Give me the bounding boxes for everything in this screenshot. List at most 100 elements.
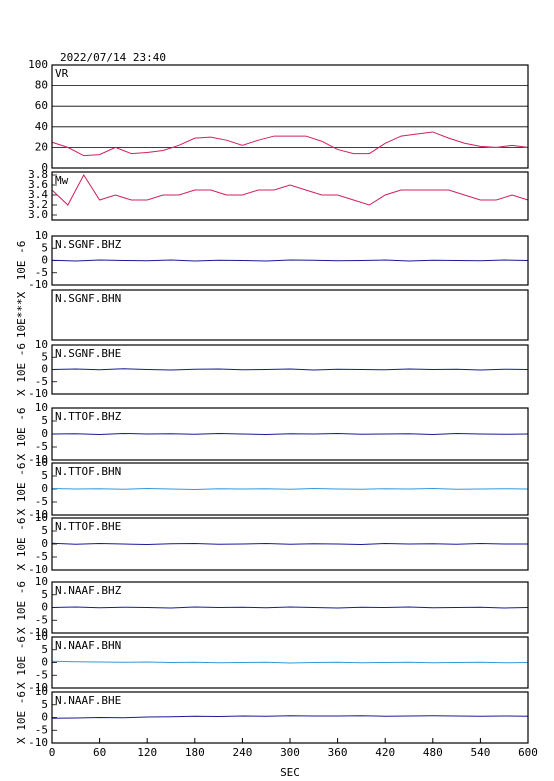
y-tick-label: 5 [41,698,48,711]
panel-label: N.TTOF.BHN [55,465,121,478]
y-tick-label: 20 [35,140,48,153]
x-tick-label: 60 [93,746,106,759]
panel-frame [51,517,529,571]
y-tick-label: -5 [35,440,48,453]
panel-label: VR [55,67,69,80]
x-tick-label: 180 [185,746,205,759]
series-line [51,487,529,491]
y-tick-label: 40 [35,120,48,133]
panel-frame [51,636,529,689]
x-tick-label: 300 [280,746,300,759]
x-tick-label: 120 [137,746,157,759]
series-line [51,368,529,371]
y-tick-label: 0 [41,537,48,550]
series-line [51,542,528,546]
y-tick-label: 10 [35,229,48,242]
y-tick-label: -10 [28,736,48,749]
x-tick-label: 600 [518,746,538,759]
y-tick-label: 3.6 [28,178,48,191]
y-tick-label: 0 [41,711,48,724]
x-axis-label: SEC [280,766,300,779]
y-tick-label: 5 [41,241,48,254]
y-tick-label: -5 [35,495,48,508]
panel-frame [51,581,529,634]
y-tick-label: -5 [35,375,48,388]
panel-label: N.TTOF.BHE [55,520,121,533]
y-tick-label: 5 [41,469,48,482]
y-tick-label: 0 [41,254,48,267]
y-tick-label: 3.2 [28,198,48,211]
x-tick-label: 540 [470,746,490,759]
y-tick-label: -5 [35,550,48,563]
y-axis-label: X 10E -6 [15,343,28,396]
y-tick-label: 80 [35,79,48,92]
y-tick-label: 5 [41,524,48,537]
y-tick-label: 3.4 [28,188,48,201]
y-tick-label: 10 [35,401,48,414]
series-line [51,259,529,262]
y-tick-label: 0 [41,363,48,376]
y-tick-label: 5 [41,588,48,601]
series-line [51,432,529,436]
x-tick-label: 420 [375,746,395,759]
y-axis-label: X 10E -6 [15,581,28,634]
y-tick-label: 0 [41,161,48,174]
x-tick-label: 0 [49,746,56,759]
y-axis-label: X 10E -6 [15,636,28,689]
y-tick-label: 5 [41,643,48,656]
y-tick-label: 0 [41,427,48,440]
y-tick-label: 10 [35,511,48,524]
panel-frame [51,171,529,221]
panel-label: N.SGNF.BHZ [55,238,122,251]
y-tick-label: -10 [28,681,48,694]
y-axis-label: X 10E -6 [15,463,28,516]
y-axis-label: X 10E -6 [15,408,28,461]
panel-frame [51,289,529,341]
y-axis-label: X 10E -6 [15,691,28,744]
series-line [51,174,529,206]
y-tick-label: -10 [28,453,48,466]
y-tick-label: -10 [28,387,48,400]
y-tick-label: 60 [35,99,48,112]
panel-label: Mw [55,174,69,187]
x-tick-label: 240 [232,746,252,759]
y-tick-label: 10 [35,630,48,643]
y-tick-label: 100 [28,58,48,71]
panel-frame [51,462,529,516]
y-axis-label: 10E***X [15,291,28,338]
y-tick-label: 10 [35,456,48,469]
panel-frame [51,64,529,169]
y-tick-label: -10 [28,508,48,521]
y-tick-label: 5 [41,414,48,427]
y-axis-label: X 10E -6 [15,518,28,571]
y-tick-label: 3.0 [28,208,48,221]
panel-label: N.NAAF.BHE [55,694,121,707]
series-line [51,606,529,609]
panel-label: N.NAAF.BHN [55,639,121,652]
y-tick-label: 3.8 [28,168,48,181]
y-tick-label: 0 [41,601,48,614]
panel-label: N.SGNF.BHE [55,347,121,360]
y-tick-label: 10 [35,338,48,351]
panel-label: N.NAAF.BHZ [55,584,122,597]
y-tick-label: -10 [28,278,48,291]
chart-title: 2022/07/14 23:40 [60,51,166,64]
y-tick-label: -10 [28,626,48,639]
y-tick-label: 0 [41,482,48,495]
y-axis-label: 10E -6 [15,241,28,281]
panel-label: N.SGNF.BHN [55,292,121,305]
panel-frame [51,235,529,286]
y-tick-label: -5 [35,668,48,681]
x-tick-label: 360 [328,746,348,759]
y-tick-label: 0 [41,656,48,669]
y-tick-label: -10 [28,563,48,576]
series-line [51,660,529,664]
panel-frame [51,407,529,461]
x-tick-label: 480 [423,746,443,759]
series-line [51,131,529,157]
y-tick-label: 10 [35,575,48,588]
panel-frame [51,344,529,395]
y-tick-label: -5 [35,613,48,626]
series-line [51,715,529,719]
